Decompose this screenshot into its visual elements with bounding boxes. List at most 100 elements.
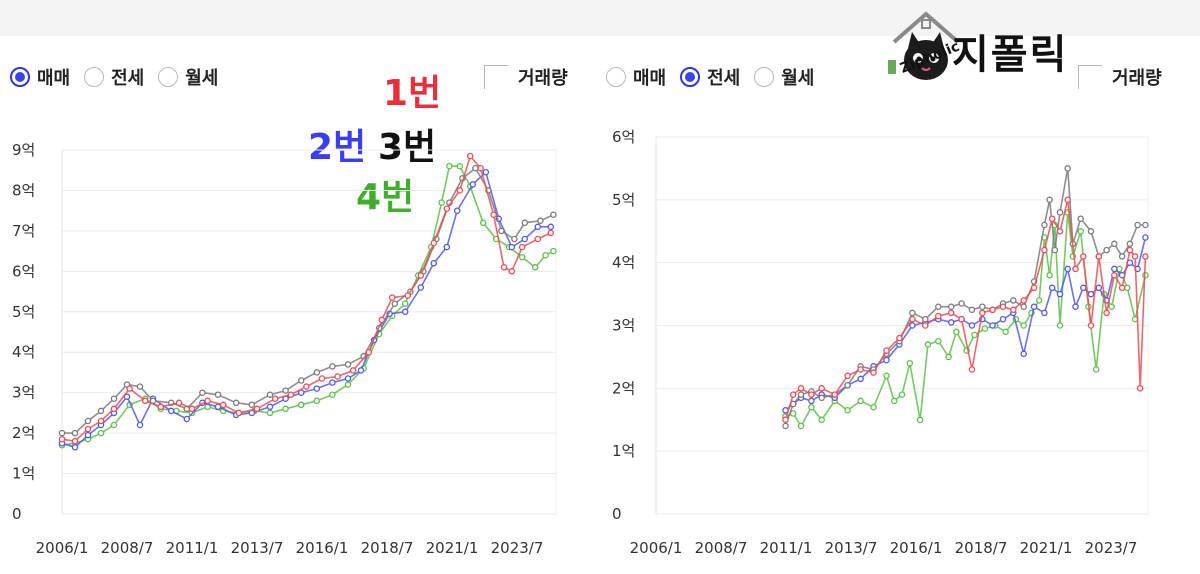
data-point	[123, 393, 131, 400]
data-point	[870, 403, 877, 411]
data-point	[1064, 165, 1071, 172]
data-point	[1046, 196, 1053, 204]
data-point	[1030, 284, 1038, 292]
left-radio-monthly[interactable]: 월세	[158, 64, 218, 90]
data-point	[1020, 350, 1027, 358]
data-point	[898, 391, 906, 398]
data-point	[935, 337, 942, 345]
data-point	[443, 243, 451, 251]
data-point	[329, 391, 336, 398]
data-point	[329, 363, 336, 370]
left-radio-jeonse[interactable]: 전세	[84, 64, 144, 90]
radio-dot	[606, 67, 626, 87]
data-point	[542, 251, 549, 259]
y-tick-label: 3억	[12, 384, 35, 402]
data-point	[97, 429, 105, 437]
data-point	[989, 306, 996, 314]
data-point	[958, 315, 965, 323]
y-tick-label: 1억	[612, 442, 635, 460]
radio-label: 전세	[111, 68, 145, 89]
data-point	[890, 397, 898, 405]
data-point	[953, 328, 960, 336]
data-point	[344, 375, 352, 382]
x-tick-label: 2023/7	[491, 539, 544, 557]
y-tick-label: 0	[12, 505, 22, 523]
checkbox-box	[484, 65, 508, 89]
data-point	[518, 253, 526, 261]
data-point	[1010, 297, 1017, 304]
zipholic-logo	[886, 8, 1096, 94]
right-volume-checkbox[interactable]: 거래량	[1078, 64, 1162, 90]
data-point	[1118, 284, 1126, 292]
x-tick-label: 2018/7	[955, 539, 1008, 557]
data-point	[1002, 328, 1009, 336]
data-point	[844, 407, 851, 414]
data-point	[466, 152, 474, 160]
data-point	[482, 168, 490, 176]
data-point	[1124, 284, 1131, 292]
right-radio-jeonse[interactable]: 전세	[680, 64, 740, 90]
data-point	[282, 387, 289, 394]
data-point	[136, 421, 144, 429]
data-point	[1142, 221, 1149, 229]
data-point	[1080, 284, 1087, 292]
y-tick-label: 5억	[12, 303, 35, 321]
data-point	[456, 162, 464, 170]
x-tick-label: 2021/1	[1020, 539, 1073, 557]
data-point	[430, 239, 438, 247]
data-point	[214, 391, 222, 398]
data-point	[266, 391, 274, 398]
data-point	[550, 211, 557, 218]
left-radio-sale[interactable]: 매매	[10, 64, 70, 90]
data-point	[896, 334, 903, 342]
data-point	[357, 367, 365, 374]
x-tick-label: 2021/1	[426, 539, 479, 557]
data-point	[1142, 253, 1149, 260]
annotation-2: 2번	[308, 127, 367, 168]
y-tick-label: 2억	[612, 379, 635, 397]
data-point	[537, 217, 544, 225]
right-radio-sale[interactable]: 매매	[606, 64, 666, 90]
data-point	[71, 437, 79, 445]
data-point	[401, 308, 409, 316]
data-point	[313, 369, 321, 376]
data-point	[1095, 284, 1103, 292]
cat-house-icon	[888, 11, 960, 80]
y-tick-label: 8억	[12, 181, 35, 199]
data-point	[443, 205, 451, 212]
data-point	[797, 422, 805, 430]
right-radio-monthly[interactable]: 월세	[754, 64, 814, 90]
data-point	[924, 341, 932, 348]
data-point	[498, 227, 505, 235]
data-point	[857, 366, 864, 373]
data-point	[935, 312, 942, 320]
data-point	[71, 429, 79, 437]
data-point	[183, 415, 191, 423]
data-point	[1080, 253, 1087, 260]
y-tick-label: 4억	[12, 343, 35, 361]
data-point	[313, 385, 321, 392]
sale-price-chart: 0 1억 2억 3억 4억 5억 6억 7억 8억 9억 2006/1 2008/7 2011/1 201…	[12, 141, 557, 557]
data-point	[303, 383, 310, 390]
data-point	[175, 399, 183, 407]
data-point	[1142, 234, 1149, 241]
data-point	[438, 199, 445, 206]
data-point	[958, 300, 965, 307]
data-point	[1077, 215, 1084, 222]
left-volume-checkbox[interactable]: 거래량	[484, 64, 568, 90]
data-point	[922, 322, 929, 329]
data-point	[417, 284, 425, 291]
data-point	[248, 401, 256, 409]
data-point	[84, 425, 92, 433]
data-point	[857, 397, 864, 405]
data-point	[870, 369, 877, 376]
data-point	[947, 309, 955, 317]
x-tick-label: 2011/1	[166, 539, 219, 557]
data-point	[401, 300, 409, 307]
data-point	[550, 247, 557, 255]
radio-dot	[10, 67, 30, 87]
data-point	[1056, 209, 1064, 216]
radio-label: 매매	[37, 68, 71, 89]
data-point	[797, 391, 805, 398]
